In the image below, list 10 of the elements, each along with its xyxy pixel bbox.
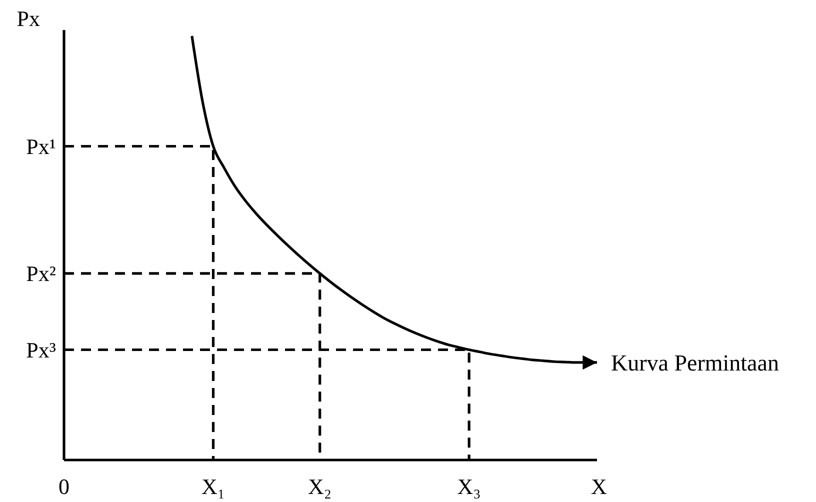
series-label: Kurva Permintaan	[611, 350, 780, 376]
x-axis-title: X	[591, 474, 608, 499]
series-label: Px¹	[26, 134, 56, 159]
y-axis-title: Px	[16, 6, 40, 31]
series-label: Px³	[26, 337, 56, 362]
series-label: Px²	[26, 261, 56, 286]
x-tick-label: X₃	[457, 474, 481, 499]
x-tick-label: X₁	[201, 474, 226, 499]
x-tick-label: X₂	[308, 474, 332, 499]
x-tick-label: 0	[58, 474, 70, 499]
